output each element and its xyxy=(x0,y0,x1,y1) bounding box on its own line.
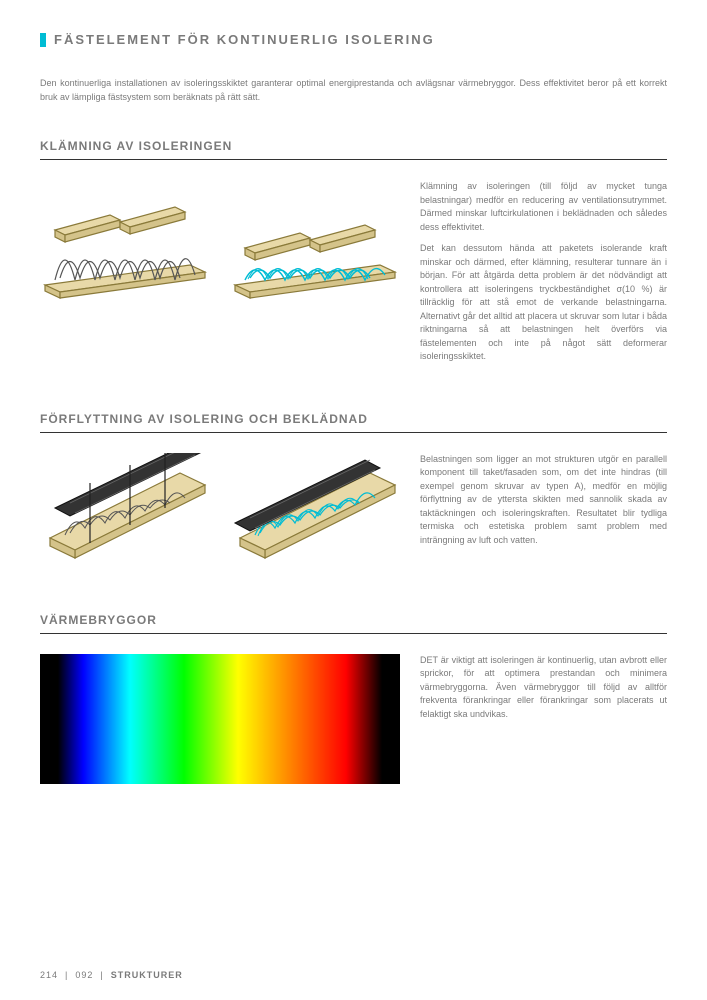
section1-heading: KLÄMNING AV ISOLERINGEN xyxy=(40,139,667,160)
section2-content: Belastningen som ligger an mot strukture… xyxy=(40,453,667,573)
page-footer: 214 | 092 | STRUKTURER xyxy=(40,970,183,980)
section1-diagrams xyxy=(40,180,400,310)
section-varmebryggor: VÄRMEBRYGGOR DET är viktigt att isolerin… xyxy=(40,613,667,784)
section1-content: Klämning av isoleringen (till följd av m… xyxy=(40,180,667,372)
section3-content: DET är viktigt att isoleringen är kontin… xyxy=(40,654,667,784)
footer-page: 214 xyxy=(40,970,58,980)
intro-text: Den kontinuerliga installationen av isol… xyxy=(40,77,667,104)
page-title: FÄSTELEMENT FÖR KONTINUERLIG ISOLERING xyxy=(40,32,667,47)
diagram-klamning-compressed xyxy=(230,180,400,310)
diagram-klamning-normal xyxy=(40,180,210,310)
footer-section: STRUKTURER xyxy=(111,970,183,980)
section2-heading: FÖRFLYTTNING AV ISOLERING OCH BEKLÄDNAD xyxy=(40,412,667,433)
title-marker xyxy=(40,33,46,47)
diagram-roof-normal xyxy=(40,453,210,573)
section2-diagrams xyxy=(40,453,400,573)
diagram-roof-slipped xyxy=(230,453,400,573)
section3-diagram xyxy=(40,654,400,784)
thermal-spectrum xyxy=(40,654,400,784)
section2-text: Belastningen som ligger an mot strukture… xyxy=(420,453,667,556)
section1-p2: Det kan dessutom hända att paketets isol… xyxy=(420,242,667,364)
section3-heading: VÄRMEBRYGGOR xyxy=(40,613,667,634)
section-klamning: KLÄMNING AV ISOLERINGEN xyxy=(40,139,667,372)
section1-p1: Klämning av isoleringen (till följd av m… xyxy=(420,180,667,234)
section3-p1: DET är viktigt att isoleringen är kontin… xyxy=(420,654,667,722)
page-title-text: FÄSTELEMENT FÖR KONTINUERLIG ISOLERING xyxy=(54,32,435,47)
section1-text: Klämning av isoleringen (till följd av m… xyxy=(420,180,667,372)
section-forflyttning: FÖRFLYTTNING AV ISOLERING OCH BEKLÄDNAD xyxy=(40,412,667,573)
footer-mid: 092 xyxy=(75,970,93,980)
section3-text: DET är viktigt att isoleringen är kontin… xyxy=(420,654,667,730)
section2-p1: Belastningen som ligger an mot strukture… xyxy=(420,453,667,548)
